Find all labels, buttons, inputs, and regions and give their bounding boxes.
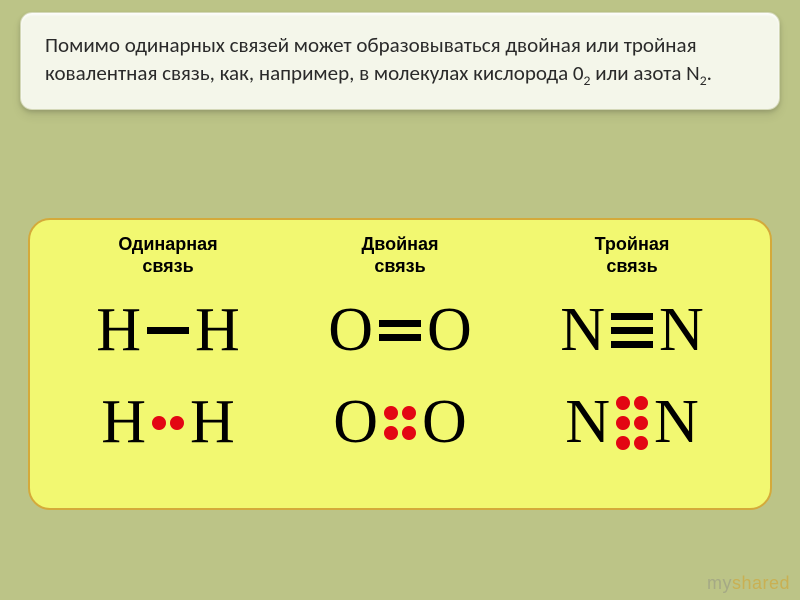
bond-lines	[147, 327, 189, 334]
electron-dot	[634, 416, 648, 430]
dot-structure: N N	[565, 377, 699, 467]
atom-right: N	[654, 387, 699, 458]
atom-left: H	[101, 387, 146, 458]
atom-right: O	[422, 387, 467, 458]
electron-dot	[384, 406, 398, 420]
triple-bond-column: Тройная связь N N N	[516, 234, 748, 498]
electron-dots	[380, 390, 420, 454]
dot-structure: O O	[333, 377, 467, 467]
electron-dots	[148, 390, 188, 454]
bond-line	[147, 327, 189, 334]
description-panel: Помимо одинарных связей может образовыва…	[20, 12, 780, 110]
line-structure: H H	[96, 291, 240, 369]
atom-left: O	[328, 295, 373, 366]
bond-lines	[611, 313, 653, 348]
electron-dot	[616, 436, 630, 450]
bond-columns: Одинарная связь H H H H Двойна	[30, 220, 770, 508]
column-title: Одинарная связь	[118, 234, 217, 277]
text-part-3: .	[707, 60, 712, 86]
subscript-n2: 2	[700, 73, 707, 90]
electron-dot	[616, 416, 630, 430]
column-title: Тройная связь	[595, 234, 670, 277]
electron-dot	[384, 426, 398, 440]
electron-dot	[152, 416, 166, 430]
watermark-accent: shared	[732, 573, 790, 593]
bond-line	[611, 341, 653, 348]
title-line2: связь	[142, 256, 193, 276]
electron-dots	[612, 390, 652, 454]
atom-left: N	[565, 387, 610, 458]
atom-left: O	[333, 387, 378, 458]
electron-dot	[402, 426, 416, 440]
bond-line	[611, 313, 653, 320]
title-line1: Одинарная	[118, 234, 217, 254]
dot-structure: H H	[101, 377, 235, 467]
single-bond-column: Одинарная связь H H H H	[52, 234, 284, 498]
line-structure: O O	[328, 291, 472, 369]
atom-left: H	[96, 295, 141, 366]
title-line1: Двойная	[361, 234, 438, 254]
electron-dot	[634, 396, 648, 410]
bond-line	[379, 320, 421, 327]
bond-line	[379, 334, 421, 341]
atom-right: O	[427, 295, 472, 366]
bond-lines	[379, 320, 421, 341]
line-structure: N N	[560, 291, 704, 369]
description-text: Помимо одинарных связей может образовыва…	[45, 31, 755, 91]
column-title: Двойная связь	[361, 234, 438, 277]
atom-right: N	[659, 295, 704, 366]
bond-diagram-panel: Одинарная связь H H H H Двойна	[28, 218, 772, 510]
title-line2: связь	[374, 256, 425, 276]
electron-dot	[402, 406, 416, 420]
electron-dot	[616, 396, 630, 410]
atom-right: H	[195, 295, 240, 366]
bond-line	[611, 327, 653, 334]
watermark: myshared	[707, 573, 790, 594]
atom-right: H	[190, 387, 235, 458]
electron-dot	[170, 416, 184, 430]
double-bond-column: Двойная связь O O O O	[284, 234, 516, 498]
title-line2: связь	[606, 256, 657, 276]
atom-left: N	[560, 295, 605, 366]
electron-dot	[634, 436, 648, 450]
title-line1: Тройная	[595, 234, 670, 254]
text-part-2: или азота N	[590, 60, 699, 86]
watermark-left: my	[707, 573, 732, 593]
